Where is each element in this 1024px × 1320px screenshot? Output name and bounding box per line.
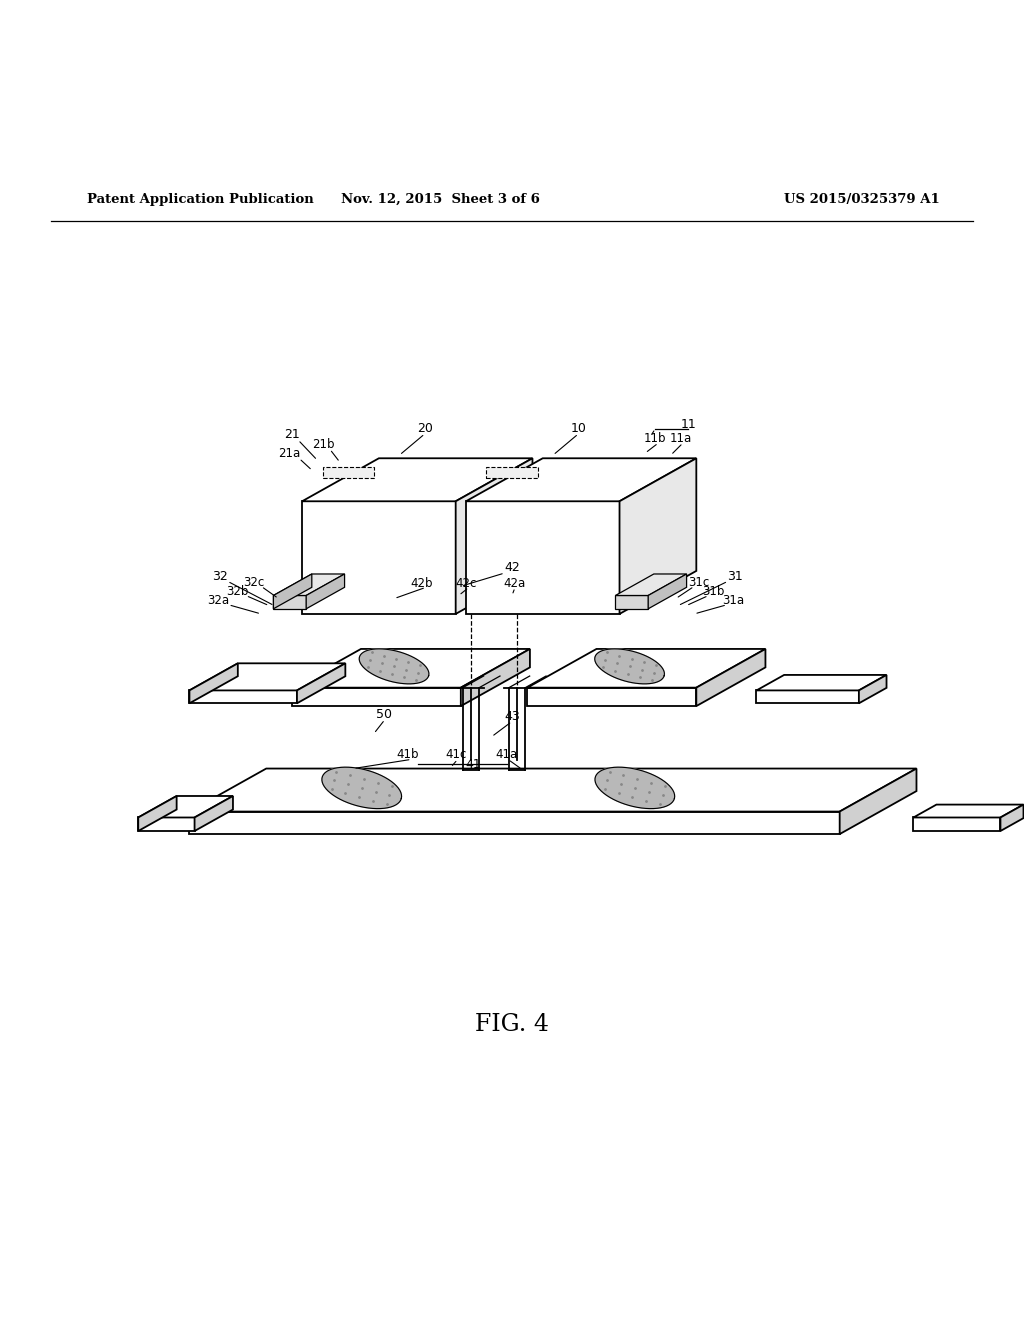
Polygon shape <box>189 664 238 704</box>
Polygon shape <box>306 574 344 609</box>
Polygon shape <box>527 688 696 706</box>
Polygon shape <box>696 649 765 706</box>
Text: 41c: 41c <box>445 747 466 760</box>
Polygon shape <box>273 574 344 595</box>
Polygon shape <box>461 649 530 706</box>
Text: 42: 42 <box>504 561 520 574</box>
Polygon shape <box>322 767 401 809</box>
Polygon shape <box>359 649 429 684</box>
Polygon shape <box>840 768 916 834</box>
Text: 41a: 41a <box>496 747 518 760</box>
Text: 42b: 42b <box>411 577 433 590</box>
Polygon shape <box>302 458 532 502</box>
Polygon shape <box>138 796 233 817</box>
Text: 41b: 41b <box>396 747 419 760</box>
Polygon shape <box>486 467 538 478</box>
Text: US 2015/0325379 A1: US 2015/0325379 A1 <box>784 193 940 206</box>
Polygon shape <box>302 502 456 614</box>
Polygon shape <box>859 675 887 704</box>
Polygon shape <box>595 649 665 684</box>
Polygon shape <box>297 664 345 704</box>
Polygon shape <box>189 664 345 690</box>
Polygon shape <box>456 458 532 614</box>
Polygon shape <box>648 574 686 609</box>
Polygon shape <box>615 595 648 609</box>
Text: 32b: 32b <box>226 585 249 598</box>
Polygon shape <box>466 458 696 502</box>
Polygon shape <box>292 649 530 688</box>
Polygon shape <box>595 767 675 809</box>
Text: 21a: 21a <box>278 446 300 459</box>
Text: 21b: 21b <box>312 438 335 451</box>
Polygon shape <box>913 817 1000 832</box>
Polygon shape <box>138 817 195 832</box>
Text: 41: 41 <box>465 758 481 771</box>
Polygon shape <box>138 796 177 832</box>
Text: 11a: 11a <box>670 433 692 445</box>
Text: 11: 11 <box>680 418 696 430</box>
Text: 10: 10 <box>570 422 587 436</box>
Text: 11b: 11b <box>644 433 667 445</box>
Text: Patent Application Publication: Patent Application Publication <box>87 193 313 206</box>
Text: Nov. 12, 2015  Sheet 3 of 6: Nov. 12, 2015 Sheet 3 of 6 <box>341 193 540 206</box>
Polygon shape <box>757 675 887 690</box>
Text: 21: 21 <box>284 428 300 441</box>
Polygon shape <box>189 768 916 812</box>
Polygon shape <box>189 690 297 704</box>
Polygon shape <box>195 796 233 832</box>
Text: 31: 31 <box>727 569 743 582</box>
Text: 20: 20 <box>417 422 433 436</box>
Text: 31c: 31c <box>688 576 709 589</box>
Polygon shape <box>466 502 620 614</box>
Polygon shape <box>273 595 306 609</box>
Text: 43: 43 <box>504 710 520 723</box>
Text: 31a: 31a <box>722 594 744 607</box>
Polygon shape <box>757 690 859 704</box>
Text: 42c: 42c <box>456 577 476 590</box>
Text: FIG. 4: FIG. 4 <box>475 1014 549 1036</box>
Text: 32a: 32a <box>207 594 229 607</box>
Polygon shape <box>615 574 686 595</box>
Polygon shape <box>527 649 765 688</box>
Text: 42a: 42a <box>503 577 525 590</box>
Polygon shape <box>292 688 461 706</box>
Polygon shape <box>1000 805 1024 832</box>
Text: 32c: 32c <box>244 576 264 589</box>
Text: 31b: 31b <box>702 585 725 598</box>
Polygon shape <box>323 467 374 478</box>
Polygon shape <box>620 458 696 614</box>
Polygon shape <box>189 812 840 834</box>
Polygon shape <box>273 574 311 609</box>
Text: 50: 50 <box>376 708 392 721</box>
Text: 32: 32 <box>212 569 228 582</box>
Polygon shape <box>913 805 1024 817</box>
